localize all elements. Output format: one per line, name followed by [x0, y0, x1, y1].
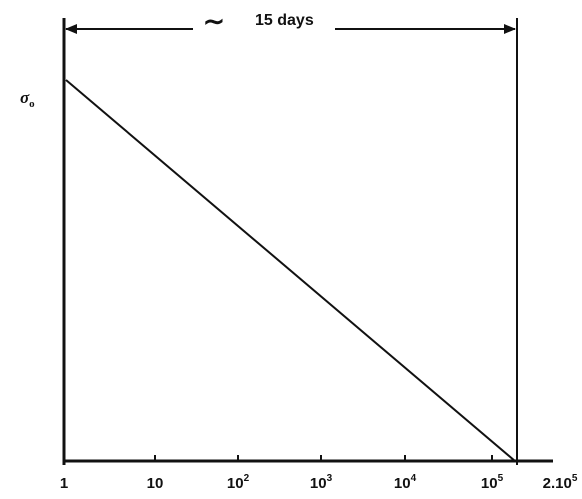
x-tick-label-base: 10 — [310, 475, 327, 492]
x-tick-label: 103 — [310, 473, 333, 492]
y-axis-label-subscript: o — [29, 98, 35, 110]
x-tick-label: 102 — [227, 473, 250, 492]
x-tick-label: 105 — [481, 473, 504, 492]
series-group — [66, 80, 515, 461]
x-tick-label-exponent: 5 — [498, 473, 504, 484]
x-tick-label-base: 10 — [227, 475, 244, 492]
x-tick-label-base: 2.10 — [543, 475, 572, 492]
x-tick-label-exponent: 4 — [411, 473, 417, 484]
x-tick-label: 104 — [394, 473, 417, 492]
x-tick-label-base: 1 — [60, 475, 68, 492]
x-tick-label-exponent: 3 — [327, 473, 333, 484]
series-line — [66, 80, 515, 461]
x-tick-label-base: 10 — [394, 475, 411, 492]
x-tick-label-exponent: 5 — [572, 473, 578, 484]
x-tick-label: 10 — [147, 475, 164, 492]
x-tick-label-base: 10 — [481, 475, 498, 492]
x-tick-label: 2.105 — [543, 473, 578, 492]
x-tick-label-base: 10 — [147, 475, 164, 492]
x-tick-label: 1 — [60, 475, 68, 492]
duration-tilde: ∼ — [203, 6, 225, 36]
y-axis-label: σo — [20, 88, 35, 110]
duration-label: 15 days — [255, 12, 314, 29]
x-tick-label-exponent: 2 — [244, 473, 250, 484]
